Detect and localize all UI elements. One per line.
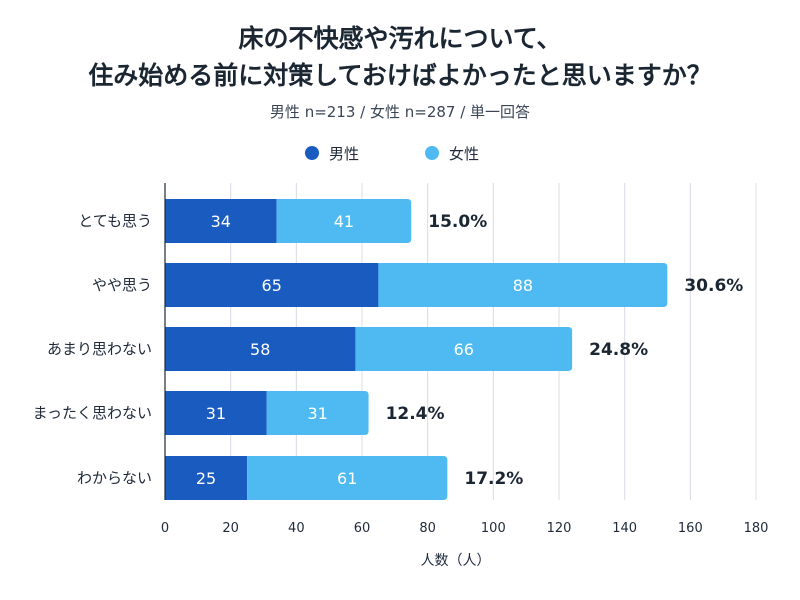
bar-female-1 [378, 263, 668, 307]
legend-item-male: 男性 [305, 143, 359, 163]
x-tick-label-180: 180 [744, 521, 769, 536]
bar-value-label-male-3: 31 [206, 404, 226, 423]
total-percent-label-0: 15.0% [428, 212, 487, 232]
bar-value-label-male-4: 25 [196, 469, 216, 488]
chart-title-line-2: 住み始める前に対策しておけばよかったと思いますか？ [88, 61, 712, 90]
total-percent-label-2: 24.8% [589, 340, 648, 360]
bar-female-0 [276, 199, 412, 243]
total-percent-label-4: 17.2% [464, 469, 523, 489]
chart-subtitle: 男性 n=213 / 女性 n=287 / 単一回答 [269, 103, 531, 121]
x-axis-title: 人数（人） [421, 553, 491, 569]
legend-swatch-female [425, 146, 439, 160]
category-label-4: わからない [77, 469, 152, 487]
x-tick-label-100: 100 [481, 521, 506, 536]
bar-value-label-male-1: 65 [262, 276, 282, 295]
bar-male-3 [165, 391, 267, 435]
bar-female-4 [247, 456, 448, 500]
bar-female-3 [266, 391, 369, 435]
bar-value-label-female-1: 88 [513, 276, 533, 295]
bar-value-label-female-2: 66 [454, 340, 474, 359]
bar-value-label-female-3: 31 [307, 404, 327, 423]
total-percent-label-1: 30.6% [684, 276, 743, 296]
x-tick-label-120: 120 [547, 521, 572, 536]
x-tick-label-40: 40 [288, 521, 305, 536]
legend-label-male: 男性 [329, 144, 360, 163]
x-tick-label-20: 20 [222, 521, 239, 536]
x-tick-label-160: 160 [678, 521, 703, 536]
bar-male-1 [165, 263, 379, 307]
bar-male-4 [165, 456, 248, 500]
legend-swatch-male [305, 146, 319, 160]
x-tick-label-60: 60 [354, 521, 371, 536]
category-label-2: あまり思わない [47, 340, 152, 358]
x-tick-label-140: 140 [612, 521, 637, 536]
bar-female-2 [355, 327, 573, 371]
bar-male-0 [165, 199, 277, 243]
category-label-1: やや思う [92, 276, 152, 294]
chart-title-line-1: 床の不快感や汚れについて、 [238, 24, 562, 53]
bar-male-2 [165, 327, 356, 371]
category-label-3: まったく思わない [33, 404, 152, 422]
x-tick-label-80: 80 [419, 521, 436, 536]
bar-value-label-male-0: 34 [211, 212, 231, 231]
bar-value-label-female-0: 41 [334, 212, 354, 231]
category-label-0: とても思う [78, 212, 152, 230]
bar-value-label-female-4: 61 [337, 469, 357, 488]
total-percent-label-3: 12.4% [386, 404, 445, 424]
bar-value-label-male-2: 58 [250, 340, 270, 359]
legend-item-female: 女性 [425, 143, 479, 163]
legend-label-female: 女性 [449, 144, 480, 163]
x-tick-label-0: 0 [161, 521, 169, 536]
